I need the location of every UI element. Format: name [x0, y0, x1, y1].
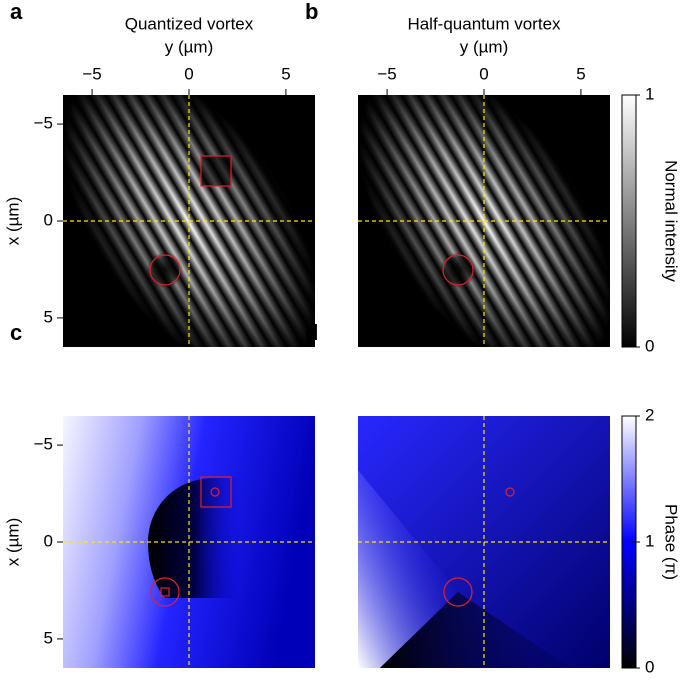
y-tick-label: 0	[44, 210, 53, 229]
panel-label: a	[10, 0, 23, 24]
x-tick-label: 5	[281, 64, 290, 83]
x-axis-label: y (µm)	[460, 37, 509, 56]
colorbar-label: Phase (π)	[662, 504, 681, 580]
colorbar-intensity	[621, 94, 637, 348]
y-axis-label: x (µm)	[3, 197, 22, 246]
panel-label: d	[305, 320, 318, 345]
x-tick-label: 0	[479, 64, 488, 83]
colorbar-tick-label: 1	[645, 531, 654, 550]
x-tick-label: 5	[576, 64, 585, 83]
y-tick-label: 5	[44, 628, 53, 647]
x-tick-label: −5	[82, 64, 101, 83]
y-tick-label: −5	[34, 114, 53, 133]
x-tick-label: −5	[377, 64, 396, 83]
colorbar-tick-label: 1	[645, 84, 654, 103]
panel-label: c	[10, 320, 22, 345]
panel-title: Quantized vortex	[125, 14, 254, 33]
y-tick-label: −5	[34, 435, 53, 454]
x-axis-label: y (µm)	[165, 37, 214, 56]
y-axis-label: x (µm)	[3, 518, 22, 567]
colorbar-tick-label: 2	[645, 405, 654, 424]
x-tick-label: 0	[184, 64, 193, 83]
y-tick-label: 5	[44, 307, 53, 326]
y-tick-label: 0	[44, 531, 53, 550]
colorbar-tick-label: 0	[645, 657, 654, 676]
colorbar-label: Normal intensity	[662, 160, 681, 282]
panel-label: b	[305, 0, 318, 24]
colorbar-tick-label: 0	[645, 336, 654, 355]
panel-title: Half-quantum vortex	[407, 14, 561, 33]
